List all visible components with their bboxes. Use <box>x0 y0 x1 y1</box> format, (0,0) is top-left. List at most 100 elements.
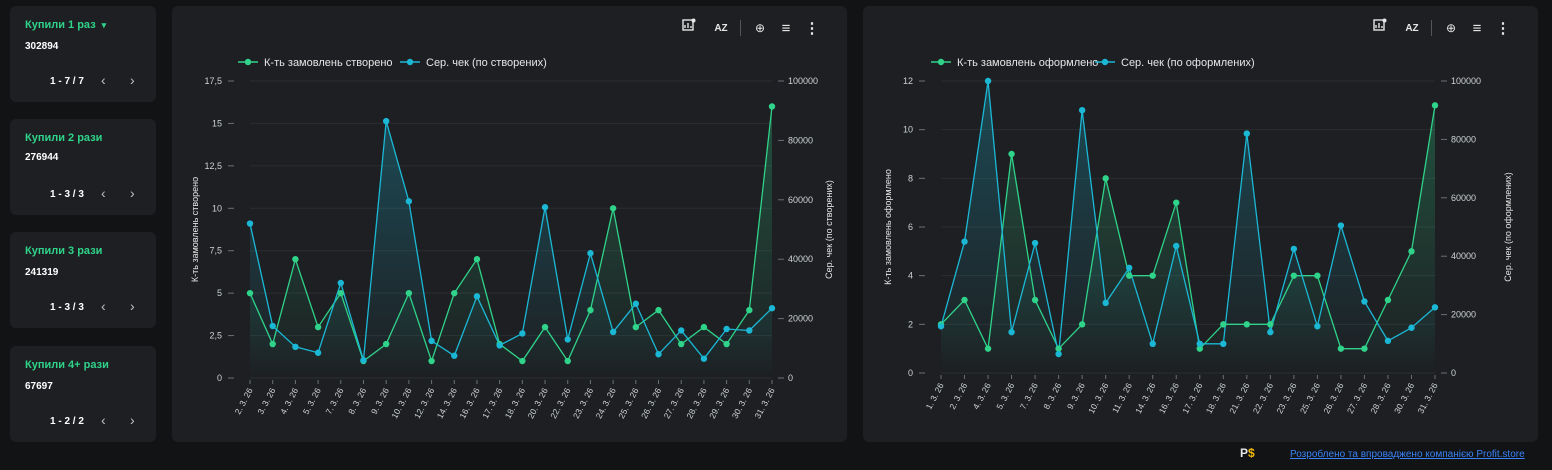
x-tick-label: 17. 3. 26 <box>1180 381 1204 415</box>
order-count-point <box>1196 345 1203 352</box>
zoom-icon[interactable]: ⊕ <box>1445 21 1457 35</box>
order-count-point <box>1361 345 1368 352</box>
x-tick-label: 31. 3. 26 <box>752 386 776 420</box>
avg-check-point <box>337 279 344 287</box>
avg-check-point <box>405 198 413 205</box>
more-options-icon[interactable]: ⋮ <box>1495 20 1511 37</box>
order-count-point <box>1290 272 1298 279</box>
developer-link[interactable]: Розроблено та впроваджено компанією Prof… <box>1290 449 1525 460</box>
order-count-point <box>1431 102 1439 109</box>
avg-check-point <box>1055 350 1062 358</box>
sort-az-icon[interactable]: AZ <box>1405 22 1419 34</box>
x-tick-label: 8. 3. 26 <box>1041 381 1063 411</box>
prev-page-button[interactable]: ‹ <box>101 412 106 428</box>
order-count-point <box>292 256 299 263</box>
order-count-point <box>246 289 254 297</box>
next-page-button[interactable]: › <box>130 298 135 314</box>
prev-page-button[interactable]: ‹ <box>101 185 106 201</box>
avg-check-point <box>1243 130 1251 137</box>
y1-tick-label: 12 <box>903 76 913 86</box>
order-count-point <box>961 296 968 304</box>
x-tick-label: 27. 3. 26 <box>1345 381 1369 415</box>
order-count-point <box>984 345 992 352</box>
x-tick-label: 31. 3. 26 <box>1415 381 1439 415</box>
order-count-point <box>1055 345 1062 352</box>
y2-tick-label: 20000 <box>1451 310 1476 320</box>
order-count-point <box>632 323 640 331</box>
filter-icon[interactable]: ≡ <box>781 19 791 37</box>
avg-check-point <box>1290 245 1298 253</box>
chart-toolbar: AZ ⊕ ≡ ⋮ <box>682 18 825 38</box>
filter-icon[interactable]: ≡ <box>1472 19 1482 37</box>
order-count-point <box>405 289 413 297</box>
caret-down-icon[interactable]: ▾ <box>101 20 107 30</box>
x-tick-label: 30. 3. 26 <box>1392 381 1416 415</box>
order-count-point <box>1008 150 1015 158</box>
avg-check-point <box>655 351 662 358</box>
kpi-card-3: Купили 3 рази 241319 1 - 3 / 3 ‹ › <box>10 232 156 328</box>
prev-page-button[interactable]: ‹ <box>101 72 106 88</box>
order-count-point <box>655 306 662 314</box>
prev-page-button[interactable]: ‹ <box>101 298 106 314</box>
kpi-card-4: Купили 4+ рази 67697 1 - 2 / 2 ‹ › <box>10 346 156 442</box>
x-tick-label: 18. 3. 26 <box>1204 381 1228 415</box>
chart-settings-icon[interactable] <box>682 18 708 38</box>
order-count-point <box>269 340 276 348</box>
series-line-order-count <box>249 106 773 364</box>
avg-check-point <box>587 250 594 257</box>
order-count-point <box>473 256 481 263</box>
series-line-avg-check <box>249 120 773 361</box>
sort-az-icon[interactable]: AZ <box>714 22 728 34</box>
avg-check-point <box>1125 264 1133 272</box>
y2-tick-label: 40000 <box>788 254 813 264</box>
pager-label: 1 - 7 / 7 <box>50 76 84 87</box>
x-tick-label: 10. 3. 26 <box>389 386 413 420</box>
legend-label-avg-check: Сер. чек (по створених) <box>426 57 547 69</box>
x-tick-label: 26. 3. 26 <box>639 386 663 420</box>
y2-tick-label: 0 <box>1451 368 1456 378</box>
y1-tick-label: 17,5 <box>204 76 222 86</box>
zoom-icon[interactable]: ⊕ <box>754 21 766 35</box>
kpi-card-2: Купили 2 рази 276944 1 - 3 / 3 ‹ › <box>10 119 156 215</box>
y2-tick-label: 100000 <box>1451 76 1481 86</box>
chart-settings-icon[interactable] <box>1373 18 1399 38</box>
x-tick-label: 8. 3. 26 <box>346 386 368 416</box>
x-tick-label: 18. 3. 26 <box>503 386 527 420</box>
x-tick-label: 7. 3. 26 <box>323 386 345 416</box>
pager-label: 1 - 2 / 2 <box>50 416 84 427</box>
x-tick-label: 20. 3. 26 <box>525 386 549 420</box>
chart-toolbar: AZ ⊕ ≡ ⋮ <box>1373 18 1516 38</box>
y1-tick-label: 7,5 <box>209 246 222 256</box>
next-page-button[interactable]: › <box>130 185 135 201</box>
x-tick-label: 11. 3. 26 <box>1110 381 1134 415</box>
order-count-point <box>1078 321 1086 328</box>
order-count-point <box>1384 296 1392 304</box>
chart-panel-placed: AZ ⊕ ≡ ⋮ 0 2 4 6 8 10 12 0 20000 40000 60000 80000 1… <box>863 6 1538 442</box>
avg-check-point <box>564 336 571 343</box>
x-tick-label: 14. 3. 26 <box>1133 381 1157 415</box>
kpi-card-title[interactable]: Купили 1 раз ▾ <box>25 19 107 31</box>
next-page-button[interactable]: › <box>130 72 135 88</box>
avg-check-point <box>768 305 776 312</box>
more-options-icon[interactable]: ⋮ <box>804 20 820 37</box>
y2-tick-label: 80000 <box>1451 134 1476 144</box>
chart-created: 0 2,5 5 7,5 10 12,5 15 17,5 0 20000 40000 60000 8000… <box>190 57 834 420</box>
legend-label-order-count: К-ть замовлень створено <box>264 57 393 69</box>
x-tick-label: 24. 3. 26 <box>594 386 618 420</box>
avg-check-point <box>961 238 968 245</box>
avg-check-point <box>1361 298 1368 305</box>
order-count-point <box>1031 296 1039 304</box>
order-count-point <box>1173 199 1180 206</box>
avg-check-point <box>541 204 549 211</box>
y1-tick-label: 2 <box>908 319 913 329</box>
chart-panel-created: AZ ⊕ ≡ ⋮ 0 2,5 5 7,5 10 12,5 15 17,5 0 20000 40000… <box>172 6 847 442</box>
order-count-point <box>1408 248 1415 255</box>
next-page-button[interactable]: › <box>130 412 135 428</box>
avg-check-point <box>1267 328 1274 336</box>
order-count-point <box>1125 272 1133 279</box>
toolbar-divider <box>740 20 741 36</box>
kpi-card-value: 302894 <box>25 41 59 52</box>
order-count-point <box>428 357 435 365</box>
x-tick-label: 5. 3. 26 <box>301 386 323 416</box>
avg-check-point <box>723 325 730 333</box>
